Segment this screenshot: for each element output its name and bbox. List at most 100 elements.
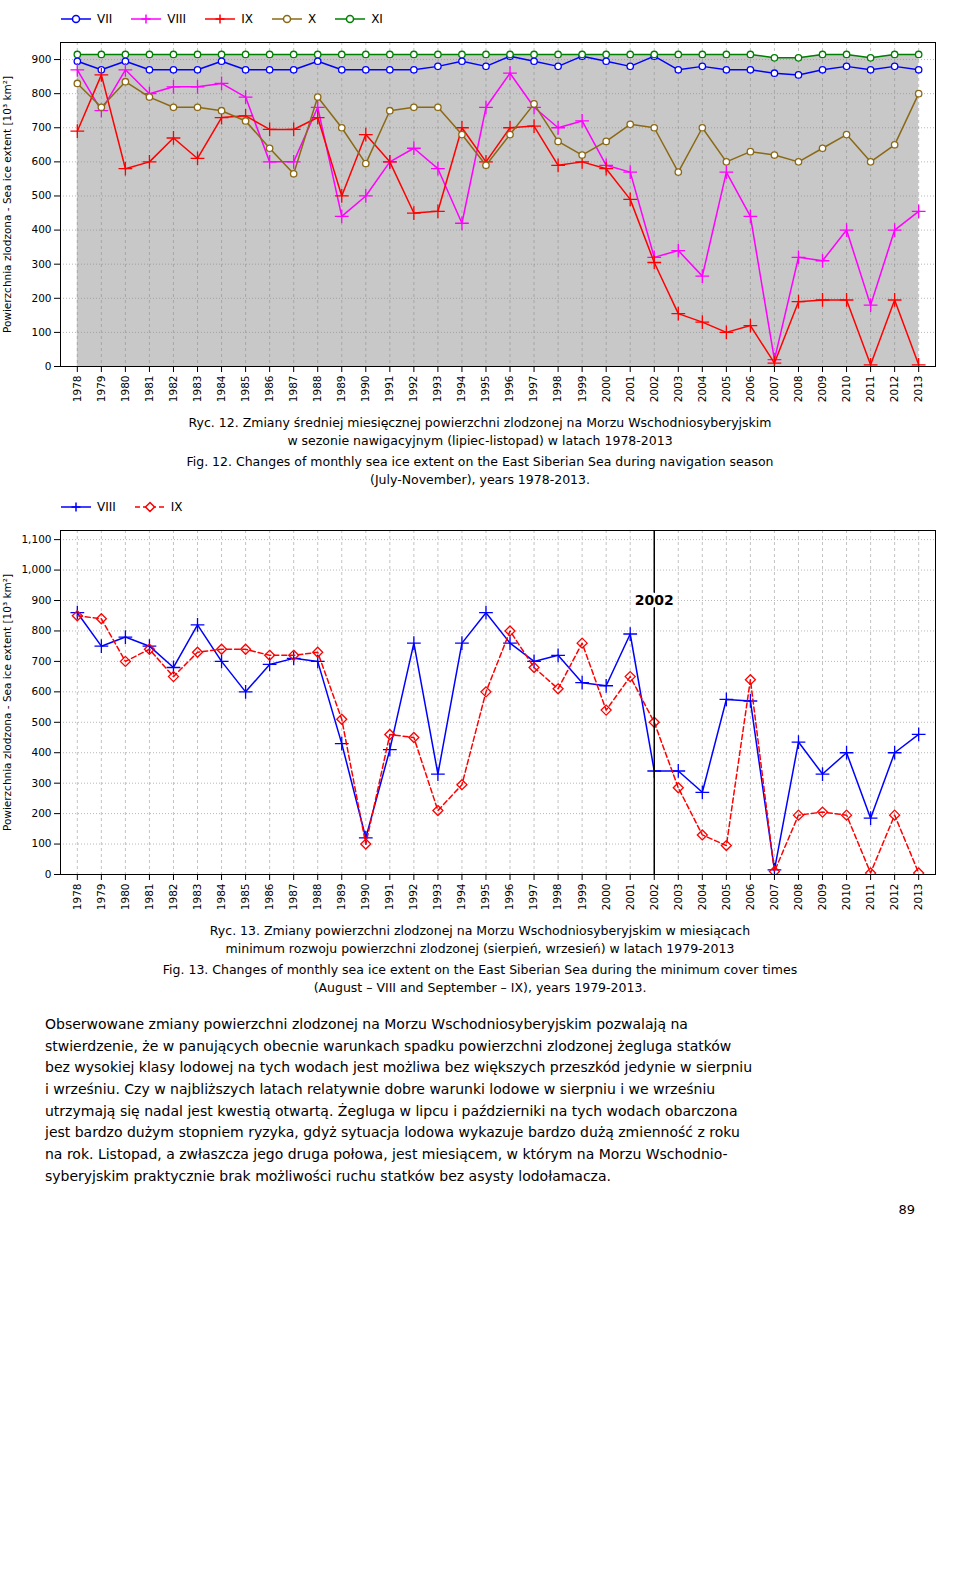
svg-text:2007: 2007 — [768, 884, 780, 911]
svg-text:1989: 1989 — [335, 376, 347, 403]
svg-text:1978: 1978 — [71, 376, 83, 403]
svg-text:Powierzchnia zlodzona - Sea ic: Powierzchnia zlodzona - Sea ice extent [… — [1, 574, 13, 831]
svg-text:2008: 2008 — [792, 376, 804, 403]
svg-text:700: 700 — [31, 121, 51, 133]
svg-text:2013: 2013 — [912, 376, 924, 403]
svg-text:2013: 2013 — [912, 884, 924, 911]
html-text:Fig. 12. Changes of monthly se: Fig. 12. Changes of monthly sea ice exte… — [186, 454, 774, 487]
svg-text:1983: 1983 — [191, 884, 203, 911]
svg-text:800: 800 — [31, 624, 51, 636]
svg-text:300: 300 — [31, 777, 51, 789]
svg-text:2009: 2009 — [816, 884, 828, 911]
svg-text:1,100: 1,100 — [21, 533, 51, 545]
svg-text:1984: 1984 — [215, 883, 227, 910]
svg-text:200: 200 — [31, 807, 51, 819]
svg-text:2000: 2000 — [600, 376, 612, 403]
svg-text:1988: 1988 — [311, 376, 323, 403]
svg-text:100: 100 — [31, 326, 51, 338]
svg-text:1988: 1988 — [311, 884, 323, 911]
svg-text:1992: 1992 — [407, 884, 419, 911]
svg-text:1994: 1994 — [455, 883, 467, 910]
svg-text:2004: 2004 — [696, 375, 708, 402]
svg-text:2009: 2009 — [816, 376, 828, 403]
svg-text:1985: 1985 — [239, 376, 251, 403]
svg-text:1996: 1996 — [503, 883, 515, 910]
svg-text:1981: 1981 — [143, 376, 155, 403]
svg-text:Powierzchnia zlodzona - Sea ic: Powierzchnia zlodzona - Sea ice extent [… — [1, 76, 13, 333]
svg-text:1989: 1989 — [335, 884, 347, 911]
svg-text:1987: 1987 — [287, 376, 299, 403]
svg-text:1979: 1979 — [95, 884, 107, 911]
svg-text:100: 100 — [31, 837, 51, 849]
svg-text:1992: 1992 — [407, 376, 419, 403]
svg-text:1982: 1982 — [167, 376, 179, 403]
svg-text:1991: 1991 — [383, 884, 395, 911]
svg-text:2012: 2012 — [888, 376, 900, 403]
svg-text:1980: 1980 — [119, 884, 131, 911]
svg-text:1981: 1981 — [143, 884, 155, 911]
svg-text:2010: 2010 — [840, 376, 852, 403]
svg-text:2000: 2000 — [600, 884, 612, 911]
svg-text:700: 700 — [31, 655, 51, 667]
svg-text:2002: 2002 — [648, 376, 660, 403]
svg-text:400: 400 — [31, 746, 51, 758]
svg-text:2007: 2007 — [768, 376, 780, 403]
svg-text:1991: 1991 — [383, 376, 395, 403]
svg-text:1993: 1993 — [431, 376, 443, 403]
svg-text:1986: 1986 — [263, 375, 275, 402]
svg-text:300: 300 — [31, 258, 51, 270]
svg-text:1,000: 1,000 — [21, 563, 51, 575]
svg-text:2010: 2010 — [840, 884, 852, 911]
svg-text:1994: 1994 — [455, 375, 467, 402]
svg-text:1990: 1990 — [359, 884, 371, 911]
svg-text:1980: 1980 — [119, 376, 131, 403]
svg-text:1999: 1999 — [575, 884, 587, 911]
svg-text:2011: 2011 — [864, 376, 876, 403]
svg-text:0: 0 — [45, 868, 52, 880]
html-text:Ryc. 13. Zmiany powierzchni zl: Ryc. 13. Zmiany powierzchni zlodzonej na… — [209, 923, 751, 956]
svg-text:2003: 2003 — [672, 376, 684, 403]
svg-text:1993: 1993 — [431, 884, 443, 911]
svg-text:600: 600 — [31, 685, 51, 697]
svg-text:1996: 1996 — [503, 375, 515, 402]
svg-text:500: 500 — [31, 189, 51, 201]
svg-text:2005: 2005 — [720, 884, 732, 911]
svg-text:1982: 1982 — [167, 884, 179, 911]
svg-text:1985: 1985 — [239, 884, 251, 911]
svg-text:1987: 1987 — [287, 884, 299, 911]
svg-text:2011: 2011 — [864, 884, 876, 911]
svg-text:1995: 1995 — [479, 884, 491, 911]
svg-text:500: 500 — [31, 716, 51, 728]
svg-text:600: 600 — [31, 155, 51, 167]
svg-text:1997: 1997 — [527, 884, 539, 911]
svg-text:2002: 2002 — [635, 592, 674, 608]
svg-text:1978: 1978 — [71, 884, 83, 911]
svg-text:1979: 1979 — [95, 376, 107, 403]
svg-text:1986: 1986 — [263, 883, 275, 910]
svg-text:2002: 2002 — [648, 884, 660, 911]
svg-text:1983: 1983 — [191, 376, 203, 403]
svg-text:1995: 1995 — [479, 376, 491, 403]
svg-text:200: 200 — [31, 292, 51, 304]
svg-text:0: 0 — [45, 360, 52, 372]
svg-text:400: 400 — [31, 223, 51, 235]
svg-text:2005: 2005 — [720, 376, 732, 403]
svg-text:1998: 1998 — [551, 376, 563, 403]
svg-text:1999: 1999 — [575, 376, 587, 403]
svg-text:2008: 2008 — [792, 884, 804, 911]
svg-text:2001: 2001 — [624, 884, 636, 911]
svg-text:1997: 1997 — [527, 376, 539, 403]
svg-text:1990: 1990 — [359, 376, 371, 403]
svg-text:2001: 2001 — [624, 376, 636, 403]
svg-text:2006: 2006 — [744, 375, 756, 402]
svg-text:900: 900 — [31, 594, 51, 606]
svg-text:2012: 2012 — [888, 884, 900, 911]
svg-text:1998: 1998 — [551, 884, 563, 911]
svg-text:800: 800 — [31, 87, 51, 99]
svg-text:2003: 2003 — [672, 884, 684, 911]
html-text:Ryc. 12. Zmiany średniej miesi: Ryc. 12. Zmiany średniej miesięcznej pow… — [188, 415, 772, 448]
svg-text:900: 900 — [31, 53, 51, 65]
svg-text:2006: 2006 — [744, 883, 756, 910]
svg-text:2004: 2004 — [696, 883, 708, 910]
svg-text:1984: 1984 — [215, 375, 227, 402]
